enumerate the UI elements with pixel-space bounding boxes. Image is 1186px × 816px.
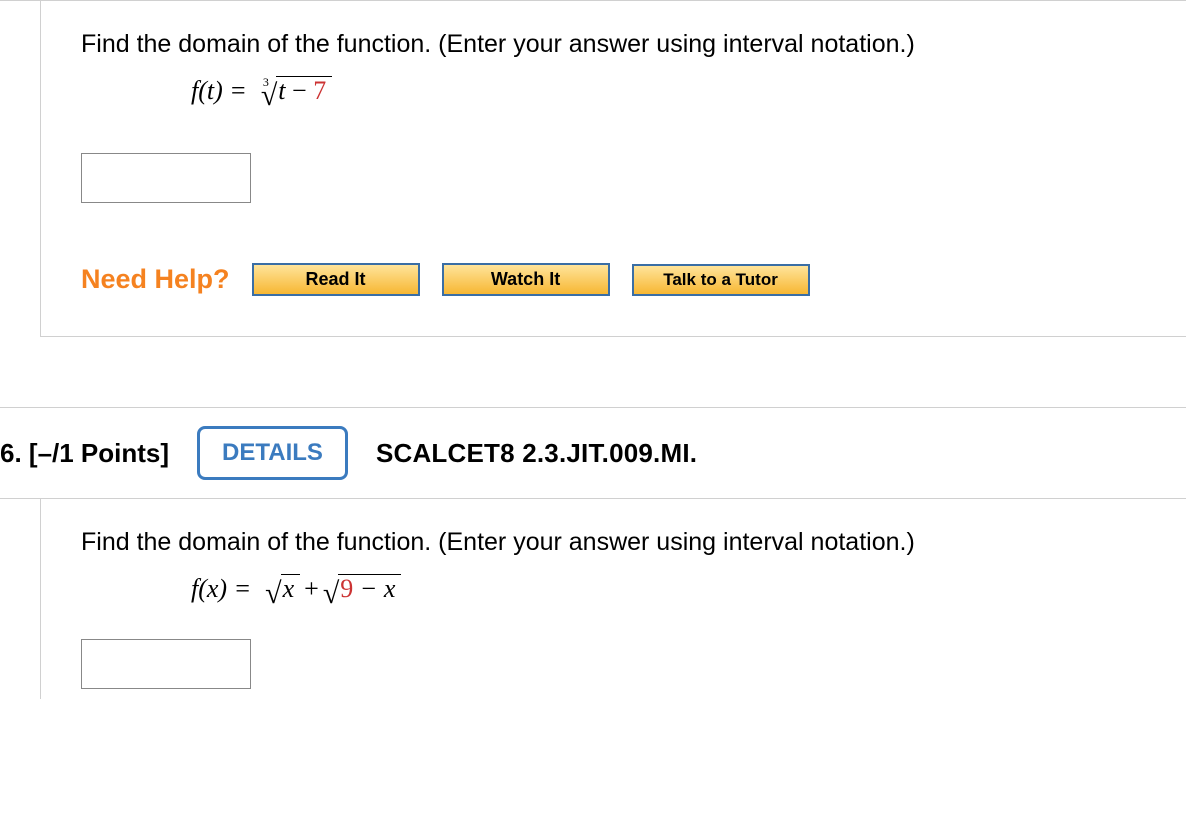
question-5-body: Find the domain of the function. (Enter … bbox=[40, 1, 1186, 337]
radicand: 9 − x bbox=[338, 574, 401, 604]
question-number-points: 6. [–/1 Points] bbox=[0, 438, 169, 469]
details-button[interactable]: DETAILS bbox=[197, 426, 348, 480]
radicand: x bbox=[281, 574, 301, 604]
fn-lhs: f(x) = bbox=[191, 574, 251, 604]
question-formula: f(t) = 3 √ t − 7 bbox=[191, 69, 1146, 113]
question-reference: SCALCET8 2.3.JIT.009.MI. bbox=[376, 438, 697, 469]
read-it-button[interactable]: Read It bbox=[252, 263, 420, 296]
need-help-row: Need Help? Read It Watch It Talk to a Tu… bbox=[81, 263, 1146, 296]
question-6-body: Find the domain of the function. (Enter … bbox=[40, 499, 1186, 699]
question-prompt: Find the domain of the function. (Enter … bbox=[81, 30, 1146, 59]
question-6-header: 6. [–/1 Points] DETAILS SCALCET8 2.3.JIT… bbox=[0, 407, 1186, 499]
question-prompt: Find the domain of the function. (Enter … bbox=[81, 528, 1146, 557]
sqrt-1: √ x bbox=[265, 574, 300, 604]
cuberoot: 3 √ t − 7 bbox=[261, 76, 332, 106]
root-index: 3 bbox=[263, 75, 269, 90]
talk-to-tutor-button[interactable]: Talk to a Tutor bbox=[632, 264, 810, 296]
radical-symbol: √ bbox=[323, 583, 339, 604]
question-formula: f(x) = √ x + √ 9 − x bbox=[191, 567, 1146, 611]
sqrt-2: √ 9 − x bbox=[323, 574, 402, 604]
fn-lhs: f(t) = bbox=[191, 76, 247, 106]
radicand: t − 7 bbox=[276, 76, 332, 106]
answer-input[interactable] bbox=[81, 153, 251, 203]
watch-it-button[interactable]: Watch It bbox=[442, 263, 610, 296]
answer-input[interactable] bbox=[81, 639, 251, 689]
radical-symbol: √ bbox=[265, 583, 281, 604]
need-help-label: Need Help? bbox=[81, 264, 230, 295]
plus-sign: + bbox=[304, 574, 319, 604]
